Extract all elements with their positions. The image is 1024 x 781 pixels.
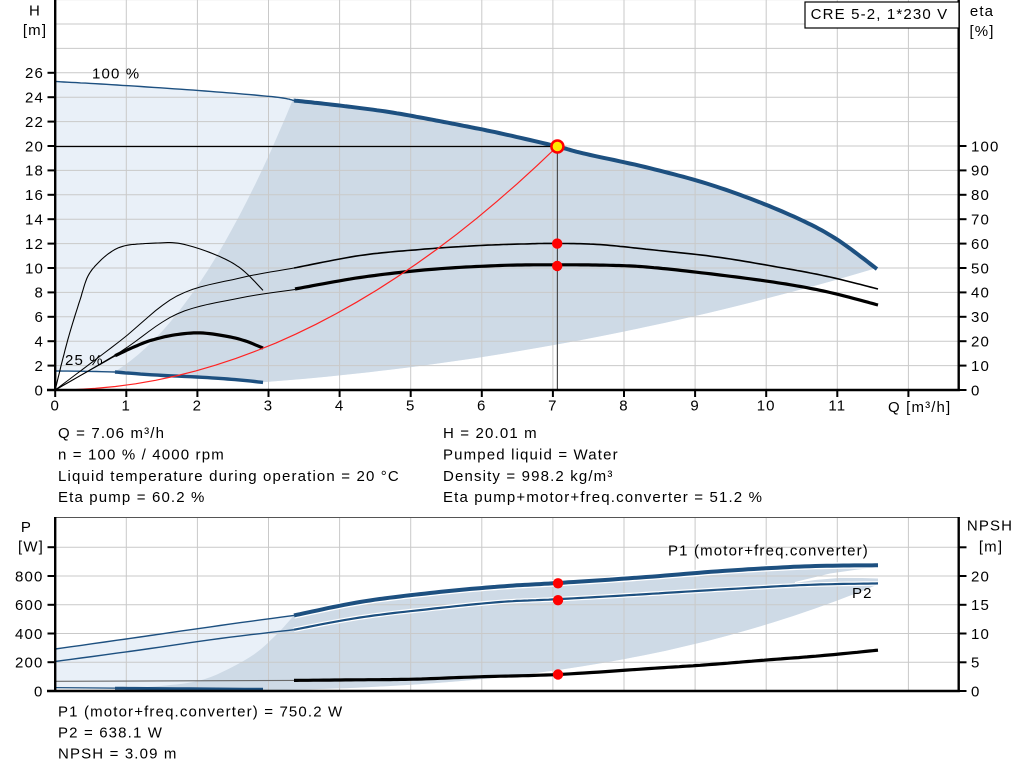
svg-text:100: 100: [971, 138, 999, 155]
svg-text:8: 8: [35, 285, 45, 302]
svg-text:25 %: 25 %: [65, 352, 104, 369]
svg-text:P: P: [21, 519, 32, 536]
svg-text:P1 (motor+freq.converter): P1 (motor+freq.converter): [668, 543, 869, 560]
svg-text:60: 60: [971, 236, 990, 253]
svg-text:10: 10: [757, 398, 776, 415]
svg-text:2: 2: [35, 358, 45, 375]
svg-text:800: 800: [15, 568, 43, 585]
svg-text:P2 = 638.1 W: P2 = 638.1 W: [58, 725, 163, 742]
svg-text:50: 50: [971, 260, 990, 277]
svg-text:Density = 998.2 kg/m³: Density = 998.2 kg/m³: [443, 468, 613, 485]
svg-text:0: 0: [971, 382, 981, 399]
svg-text:4: 4: [35, 334, 45, 351]
svg-text:14: 14: [25, 212, 44, 229]
svg-text:100 %: 100 %: [92, 66, 140, 83]
svg-text:1: 1: [122, 398, 132, 415]
svg-text:10: 10: [25, 260, 44, 277]
svg-text:NPSH = 3.09 m: NPSH = 3.09 m: [58, 746, 178, 763]
svg-text:10: 10: [971, 358, 990, 375]
svg-text:[%]: [%]: [969, 23, 994, 40]
svg-text:Liquid temperature during oper: Liquid temperature during operation = 20…: [58, 468, 400, 485]
svg-text:20: 20: [25, 138, 44, 155]
svg-text:[W]: [W]: [18, 539, 44, 556]
svg-text:H = 20.01 m: H = 20.01 m: [443, 425, 538, 442]
svg-text:24: 24: [25, 90, 44, 107]
svg-text:600: 600: [15, 597, 43, 614]
svg-text:[m]: [m]: [979, 539, 1003, 556]
svg-text:20: 20: [971, 568, 990, 585]
svg-text:6: 6: [477, 398, 487, 415]
svg-text:Q = 7.06 m³/h: Q = 7.06 m³/h: [58, 425, 165, 442]
svg-text:eta: eta: [970, 3, 994, 20]
svg-text:5: 5: [406, 398, 416, 415]
svg-text:Pumped liquid = Water: Pumped liquid = Water: [443, 447, 619, 464]
svg-text:0: 0: [50, 398, 60, 415]
svg-text:0: 0: [34, 683, 44, 700]
svg-text:16: 16: [25, 187, 44, 204]
svg-text:6: 6: [35, 309, 45, 326]
svg-text:NPSH: NPSH: [967, 518, 1013, 535]
svg-text:[m]: [m]: [23, 22, 47, 39]
svg-text:8: 8: [619, 398, 629, 415]
svg-text:4: 4: [335, 398, 345, 415]
svg-text:n = 100 % / 4000 rpm: n = 100 % / 4000 rpm: [58, 447, 225, 464]
svg-text:Eta pump = 60.2 %: Eta pump = 60.2 %: [58, 489, 206, 506]
svg-text:15: 15: [971, 597, 990, 614]
svg-text:200: 200: [15, 655, 43, 672]
svg-text:90: 90: [971, 163, 990, 180]
svg-text:400: 400: [15, 626, 43, 643]
svg-text:3: 3: [264, 398, 274, 415]
svg-text:18: 18: [25, 163, 44, 180]
svg-text:7: 7: [548, 398, 558, 415]
svg-text:2: 2: [193, 398, 203, 415]
svg-text:70: 70: [971, 212, 990, 229]
svg-text:Q [m³/h]: Q [m³/h]: [888, 399, 951, 416]
svg-text:22: 22: [25, 114, 44, 131]
svg-text:40: 40: [971, 285, 990, 302]
svg-text:P1 (motor+freq.converter) = 75: P1 (motor+freq.converter) = 750.2 W: [58, 704, 343, 721]
svg-text:0: 0: [35, 382, 45, 399]
svg-text:26: 26: [25, 65, 44, 82]
svg-text:20: 20: [971, 334, 990, 351]
svg-text:10: 10: [971, 626, 990, 643]
svg-text:30: 30: [971, 309, 990, 326]
svg-text:80: 80: [971, 187, 990, 204]
svg-text:12: 12: [25, 236, 44, 253]
svg-text:0: 0: [971, 683, 981, 700]
svg-text:9: 9: [690, 398, 700, 415]
svg-text:H: H: [29, 3, 41, 20]
svg-text:CRE 5-2, 1*230 V: CRE 5-2, 1*230 V: [811, 6, 949, 23]
svg-text:P2: P2: [852, 585, 873, 602]
svg-text:Eta pump+motor+freq.converter: Eta pump+motor+freq.converter = 51.2 %: [443, 489, 763, 506]
svg-text:11: 11: [828, 398, 846, 415]
svg-text:5: 5: [971, 655, 981, 672]
